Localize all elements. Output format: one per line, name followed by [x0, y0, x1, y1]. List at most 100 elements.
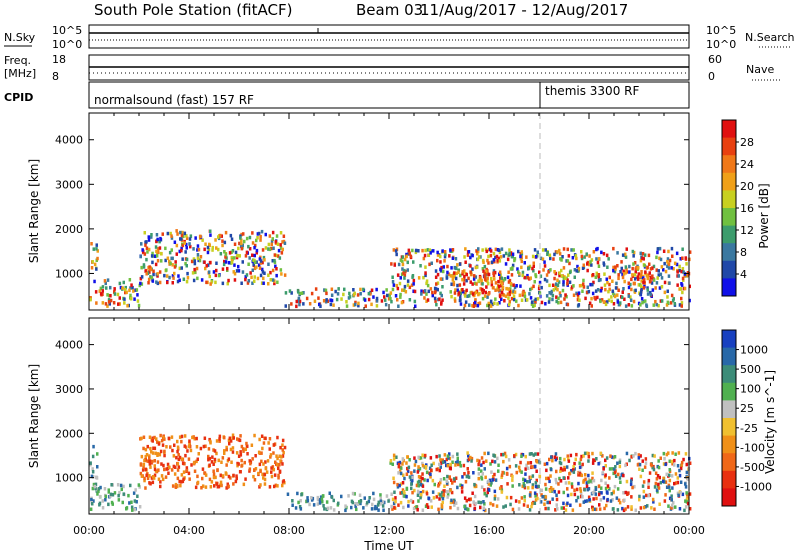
- data-cell: [328, 491, 331, 495]
- data-cell: [671, 298, 675, 303]
- data-cell: [146, 459, 149, 463]
- data-cell: [124, 290, 127, 295]
- data-cell: [372, 491, 375, 496]
- data-cell: [659, 272, 663, 277]
- data-cell: [409, 254, 412, 259]
- data-cell: [109, 492, 113, 497]
- data-cell: [257, 471, 260, 476]
- data-cell: [672, 267, 675, 271]
- data-cell: [623, 498, 626, 502]
- data-cell: [668, 478, 672, 483]
- data-cell: [310, 496, 313, 500]
- data-cell: [483, 502, 486, 506]
- data-cell: [135, 288, 139, 292]
- colorbar-swatch: [722, 225, 736, 244]
- data-cell: [274, 240, 278, 244]
- data-cell: [587, 289, 591, 294]
- data-cell: [551, 458, 554, 463]
- data-cell: [253, 258, 256, 263]
- data-cell: [281, 462, 284, 466]
- data-cell: [276, 456, 279, 461]
- data-cell: [183, 434, 187, 438]
- data-cell: [560, 268, 563, 273]
- data-cell: [536, 496, 539, 501]
- data-cell: [523, 294, 527, 299]
- data-cell: [560, 506, 563, 510]
- data-cell: [223, 451, 226, 455]
- data-cell: [182, 470, 186, 474]
- data-cell: [183, 231, 187, 236]
- data-cell: [424, 265, 427, 269]
- data-cell: [148, 462, 152, 466]
- data-cell: [181, 461, 185, 465]
- data-cell: [184, 445, 188, 449]
- data-cell: [645, 274, 649, 278]
- data-cell: [580, 256, 584, 261]
- data-cell: [473, 506, 477, 511]
- data-cell: [494, 297, 497, 301]
- data-cell: [93, 484, 97, 489]
- data-cell: [119, 483, 123, 488]
- data-cell: [609, 499, 613, 503]
- data-cell: [392, 283, 396, 287]
- data-cell: [191, 271, 195, 275]
- data-cell: [565, 465, 569, 469]
- data-cell: [207, 247, 211, 252]
- data-cell: [493, 259, 496, 264]
- data-cell: [454, 501, 458, 505]
- data-cell: [474, 501, 477, 506]
- colorbar-tick-label: -1000: [740, 480, 772, 493]
- data-cell: [90, 242, 93, 246]
- data-cell: [161, 477, 165, 482]
- data-cell: [175, 455, 178, 460]
- data-cell: [650, 463, 653, 468]
- data-cell: [148, 454, 151, 458]
- data-cell: [681, 256, 684, 260]
- data-cell: [251, 268, 254, 272]
- data-cell: [619, 270, 622, 274]
- data-cell: [631, 485, 634, 490]
- data-cell: [180, 248, 183, 253]
- freq-unit: [MHz]: [4, 67, 36, 80]
- data-cell: [96, 452, 99, 456]
- data-cell: [204, 242, 207, 246]
- data-cell: [492, 271, 495, 275]
- data-cell: [356, 293, 360, 297]
- data-cell: [184, 250, 187, 254]
- data-cell: [396, 298, 399, 302]
- data-cell: [255, 260, 258, 264]
- data-cell: [545, 294, 549, 298]
- data-cell: [227, 438, 231, 443]
- data-cell: [414, 304, 417, 308]
- data-cell: [229, 476, 232, 480]
- data-cell: [595, 271, 598, 276]
- data-cell: [613, 467, 616, 471]
- data-cell: [403, 257, 407, 262]
- data-cell: [277, 248, 281, 253]
- data-cell: [216, 468, 219, 473]
- data-cell: [641, 256, 644, 260]
- data-cell: [176, 445, 180, 449]
- data-cell: [401, 262, 405, 267]
- data-cell: [591, 461, 595, 465]
- data-cell: [509, 495, 513, 500]
- data-cell: [456, 506, 460, 511]
- data-cell: [308, 502, 311, 507]
- data-cell: [435, 302, 438, 307]
- data-cell: [593, 489, 596, 493]
- data-cell: [201, 484, 205, 488]
- data-cell: [654, 481, 658, 486]
- data-cell: [456, 288, 459, 292]
- data-cell: [127, 493, 130, 498]
- data-cell: [123, 287, 127, 292]
- data-cell: [255, 238, 258, 243]
- data-cell: [432, 249, 435, 253]
- data-cell: [506, 275, 510, 280]
- data-cell: [258, 266, 262, 270]
- data-cell: [667, 451, 670, 455]
- data-cell: [406, 260, 409, 265]
- data-cell: [570, 485, 574, 489]
- data-cell: [370, 288, 374, 292]
- data-cell: [198, 258, 202, 263]
- data-cell: [615, 496, 619, 500]
